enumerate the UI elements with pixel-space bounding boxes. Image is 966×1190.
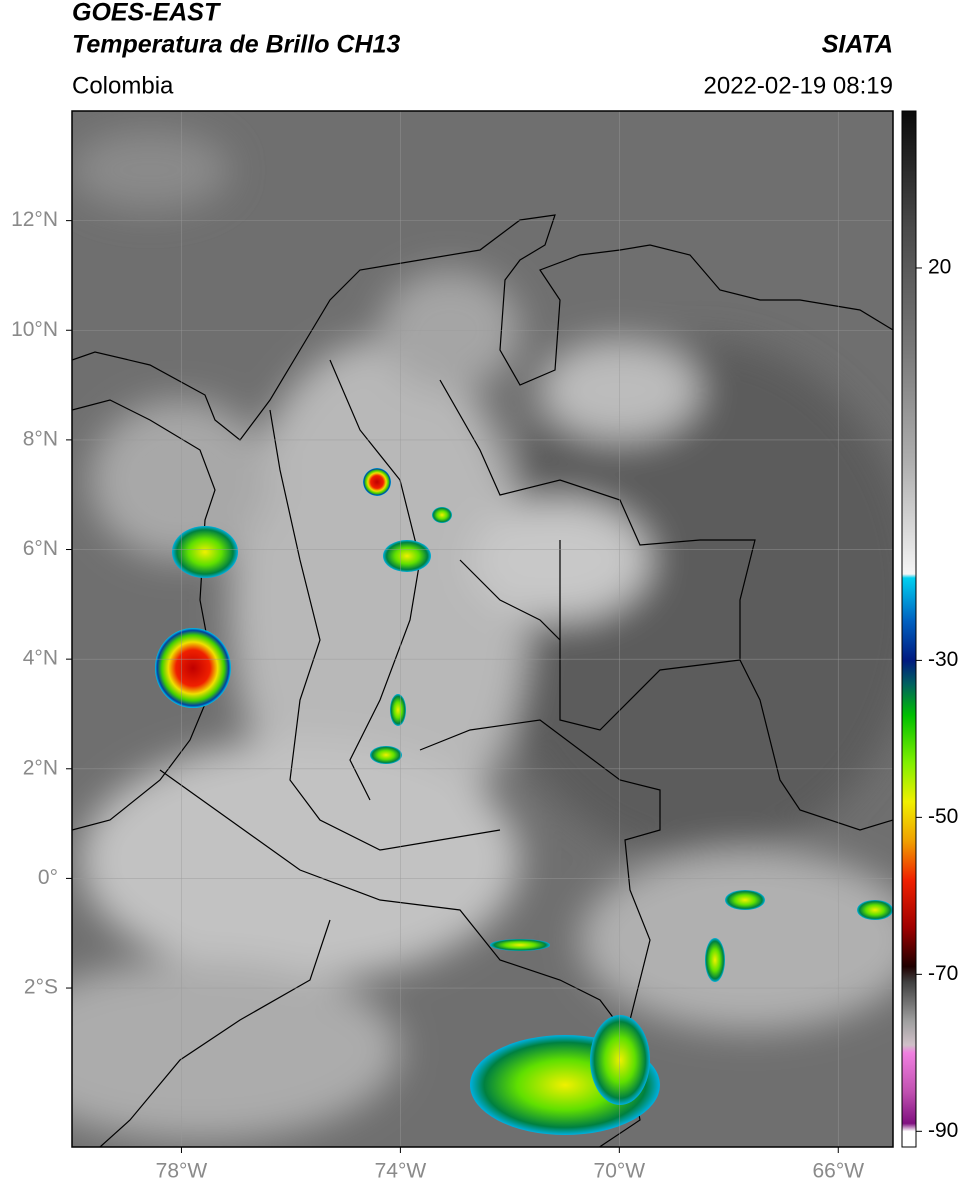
x-tick-label: 78°W — [156, 1160, 208, 1183]
colorbar-tick-label: -70 — [928, 962, 958, 985]
map-frame — [71, 110, 894, 1148]
colorbar — [901, 110, 917, 1148]
y-tick-label: 8°N — [23, 427, 58, 450]
y-tick-label: 12°N — [11, 208, 58, 231]
title: GOES-EAST — [72, 0, 222, 27]
storm-cells — [155, 468, 893, 1135]
x-tick-label: 70°W — [594, 1160, 646, 1183]
source: SIATA — [822, 31, 893, 59]
y-tick-label: 6°N — [23, 537, 58, 560]
y-tick-label: 0° — [38, 866, 58, 889]
colorbar-tick-label: -90 — [928, 1119, 958, 1142]
grid — [72, 111, 893, 1147]
colorbar-tick-label: -50 — [928, 805, 958, 828]
y-tick-label: 2°S — [24, 976, 58, 999]
satellite-image — [72, 111, 893, 1147]
subtitle: Temperatura de Brillo CH13 — [72, 31, 400, 59]
colorbar-tick-label: 20 — [928, 256, 951, 279]
y-tick-label: 2°N — [23, 756, 58, 779]
y-tick-label: 4°N — [23, 647, 58, 670]
x-tick-label: 66°W — [812, 1160, 864, 1183]
x-tick-label: 74°W — [375, 1160, 427, 1183]
borders — [72, 214, 893, 1147]
timestamp: 2022-02-19 08:19 — [704, 72, 894, 99]
colorbar-tick-label: -30 — [928, 648, 958, 671]
y-tick-label: 10°N — [11, 318, 58, 341]
region: Colombia — [72, 72, 174, 99]
